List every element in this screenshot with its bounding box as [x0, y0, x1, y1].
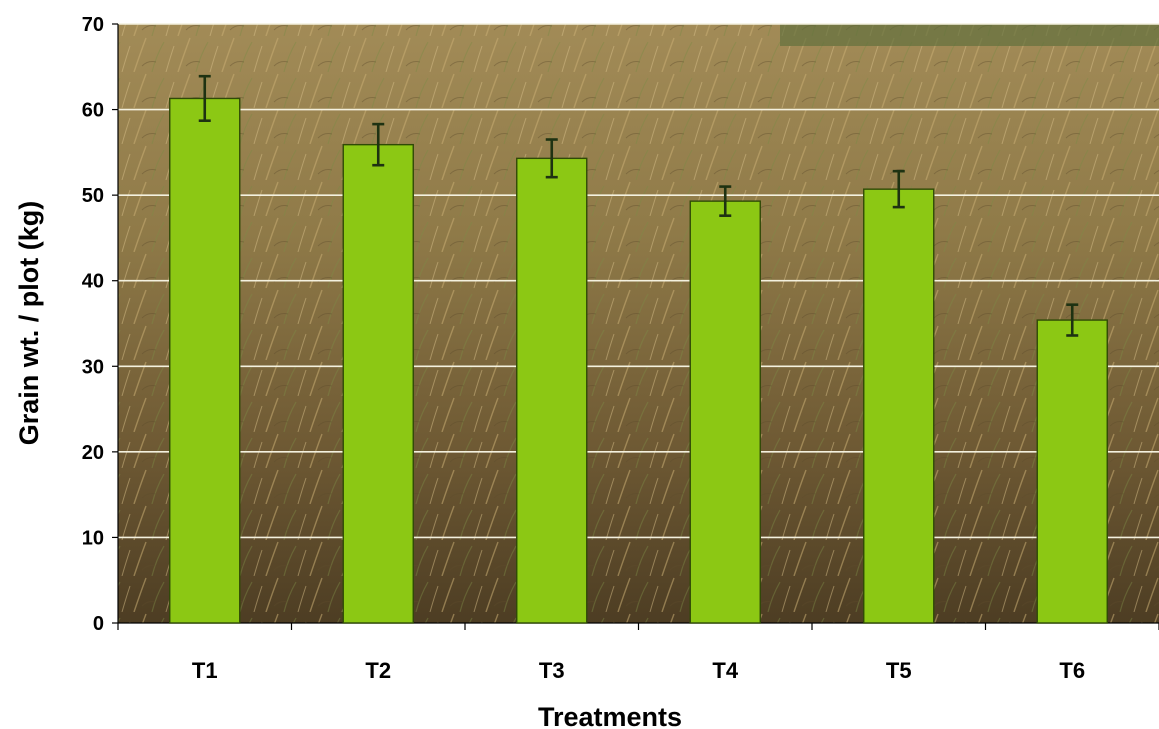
y-tick-label-50: 50	[82, 185, 104, 207]
x-tick-label-T1: T1	[192, 658, 218, 683]
y-tick-label-10: 10	[82, 527, 104, 549]
x-tick-label-T5: T5	[886, 658, 912, 683]
field-photo-texture	[118, 24, 1159, 623]
x-tick-label-T3: T3	[539, 658, 565, 683]
gridlines	[118, 23, 1159, 539]
plot-background	[118, 24, 1159, 623]
y-tick-label-0: 0	[93, 613, 104, 635]
bars	[169, 97, 1108, 624]
bar-T1	[169, 97, 241, 624]
error-bar-T3	[545, 138, 558, 179]
bar-T4	[689, 200, 761, 624]
error-bars	[198, 74, 1079, 337]
bar-T6	[1036, 319, 1108, 624]
x-tick-label-T4: T4	[712, 658, 738, 683]
x-tick-label-T6: T6	[1059, 658, 1085, 683]
x-tick-label-T2: T2	[365, 658, 391, 683]
bar-T3	[516, 157, 588, 624]
y-tick-label-60: 60	[82, 100, 104, 122]
bar-T5	[863, 188, 935, 624]
y-tick-labels: 0 10 20 30 40 50 60 70	[82, 14, 104, 635]
error-bar-T5	[892, 169, 905, 209]
bar-T2	[342, 143, 414, 624]
x-axis-title: Treatments	[538, 702, 682, 729]
y-tick-label-20: 20	[82, 442, 104, 464]
y-tick-label-70: 70	[82, 14, 104, 36]
x-tick-labels: T1 T2 T3 T4 T5 T6	[192, 658, 1085, 683]
axes	[112, 23, 1159, 630]
y-tick-label-30: 30	[82, 356, 104, 378]
error-bar-T4	[719, 185, 732, 217]
field-photo-horizon	[780, 24, 1159, 46]
error-bar-T6	[1066, 303, 1079, 337]
error-bar-T1	[198, 74, 211, 122]
y-axis-title: Grain wt. / plot (kg)	[14, 201, 44, 446]
y-tick-label-40: 40	[82, 271, 104, 293]
error-bar-T2	[372, 122, 385, 167]
